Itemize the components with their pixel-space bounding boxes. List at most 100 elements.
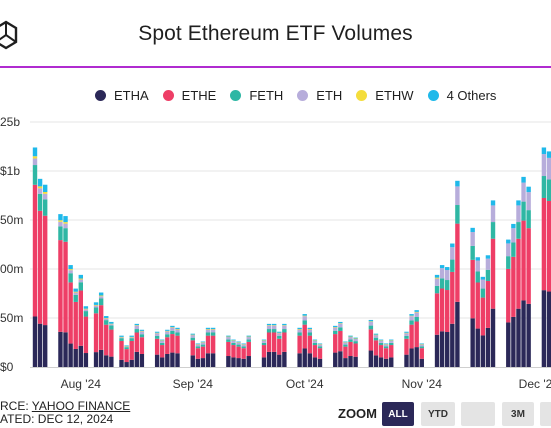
bar-segment-feth[interactable] <box>205 332 211 336</box>
bar-segment-4-others[interactable] <box>480 276 486 280</box>
bar-segment-ethw[interactable] <box>343 342 348 343</box>
bar-segment-etha[interactable] <box>353 356 358 367</box>
bar-segment-feth[interactable] <box>541 176 547 198</box>
bar-segment-etha[interactable] <box>439 331 445 367</box>
bar-segment-feth[interactable] <box>226 339 231 342</box>
bar-segment-etha[interactable] <box>210 353 216 367</box>
bar-segment-4-others[interactable] <box>541 147 547 155</box>
bar-segment-ethe[interactable] <box>83 316 89 354</box>
bar-segment-4-others[interactable] <box>521 176 526 183</box>
bar-segment-feth[interactable] <box>154 335 160 339</box>
bar-segment-ethe[interactable] <box>63 241 68 333</box>
bar-segment-4-others[interactable] <box>32 147 38 157</box>
bar-segment-etha[interactable] <box>139 353 145 367</box>
bar-segment-feth[interactable] <box>546 179 551 201</box>
bar-segment-ethe[interactable] <box>333 334 338 353</box>
bar-segment-ethw[interactable] <box>302 315 307 317</box>
bar-segment-ethw[interactable] <box>378 340 384 341</box>
bar-segment-feth[interactable] <box>353 341 358 344</box>
bar-segment-4-others[interactable] <box>343 341 348 343</box>
bar-segment-ethe[interactable] <box>546 200 551 292</box>
bar-segment-ethw[interactable] <box>434 277 440 279</box>
bar-segment-eth[interactable] <box>526 192 531 211</box>
bar-segment-etha[interactable] <box>506 322 511 367</box>
bar-segment-etha[interactable] <box>317 358 323 367</box>
bar-segment-4-others[interactable] <box>73 288 78 292</box>
bar-segment-etha[interactable] <box>73 348 78 367</box>
bar-segment-ethe[interactable] <box>104 324 109 356</box>
bar-segment-etha[interactable] <box>333 352 338 367</box>
bar-segment-etha[interactable] <box>98 349 104 367</box>
bar-segment-4-others[interactable] <box>439 265 445 269</box>
bar-segment-eth[interactable] <box>506 243 511 257</box>
bar-segment-etha[interactable] <box>526 303 531 367</box>
bar-segment-ethw[interactable] <box>42 192 48 194</box>
bar-segment-4-others[interactable] <box>205 327 211 329</box>
bar-segment-eth[interactable] <box>124 346 129 348</box>
bar-segment-4-others[interactable] <box>333 325 338 328</box>
bar-segment-feth[interactable] <box>368 325 374 330</box>
bar-segment-ethe[interactable] <box>383 348 389 359</box>
bar-segment-4-others[interactable] <box>368 319 374 322</box>
bar-segment-ethw[interactable] <box>104 318 109 319</box>
bar-segment-eth[interactable] <box>282 325 287 330</box>
bar-segment-feth[interactable] <box>409 320 414 325</box>
bar-segment-ethe[interactable] <box>470 259 475 319</box>
bar-segment-ethw[interactable] <box>353 338 358 339</box>
bar-segment-etha[interactable] <box>383 358 389 367</box>
bar-segment-ethe[interactable] <box>205 335 211 354</box>
bar-segment-eth[interactable] <box>516 205 521 223</box>
bar-segment-etha[interactable] <box>414 347 419 367</box>
bar-segment-eth[interactable] <box>170 327 175 331</box>
bar-segment-ethe[interactable] <box>195 348 201 359</box>
bar-segment-feth[interactable] <box>58 226 63 241</box>
bar-segment-ethe[interactable] <box>165 337 170 354</box>
bar-segment-ethe[interactable] <box>246 341 251 357</box>
bar-segment-ethe[interactable] <box>261 345 267 358</box>
bar-segment-eth[interactable] <box>348 336 353 340</box>
bar-segment-eth[interactable] <box>307 329 313 333</box>
bar-segment-4-others[interactable] <box>129 335 134 337</box>
bar-segment-4-others[interactable] <box>134 323 139 326</box>
bar-segment-ethw[interactable] <box>73 291 78 293</box>
bar-segment-4-others[interactable] <box>139 329 145 331</box>
bar-segment-ethe[interactable] <box>302 324 307 349</box>
bar-segment-ethw[interactable] <box>338 323 343 324</box>
bar-segment-4-others[interactable] <box>511 223 516 229</box>
bar-segment-4-others[interactable] <box>78 274 83 279</box>
bar-segment-4-others[interactable] <box>312 339 318 341</box>
bar-segment-etha[interactable] <box>83 353 89 367</box>
bar-segment-ethe[interactable] <box>190 340 195 356</box>
bar-segment-ethe[interactable] <box>124 349 129 363</box>
bar-segment-feth[interactable] <box>98 298 104 306</box>
bar-segment-eth[interactable] <box>419 344 424 347</box>
bar-segment-etha[interactable] <box>389 357 394 367</box>
bar-segment-etha[interactable] <box>175 353 180 367</box>
bar-segment-etha[interactable] <box>302 348 307 367</box>
bar-segment-eth[interactable] <box>210 329 216 333</box>
bar-segment-eth[interactable] <box>200 342 206 345</box>
bar-segment-ethw[interactable] <box>317 344 323 345</box>
bar-segment-eth[interactable] <box>226 336 231 340</box>
bar-segment-ethe[interactable] <box>277 338 282 355</box>
bar-segment-ethe[interactable] <box>175 335 180 354</box>
bar-segment-eth[interactable] <box>511 228 516 243</box>
bar-segment-etha[interactable] <box>134 351 139 367</box>
bar-segment-feth[interactable] <box>445 280 450 291</box>
bar-segment-4-others[interactable] <box>353 337 358 339</box>
bar-segment-4-others[interactable] <box>83 306 89 309</box>
bar-segment-4-others[interactable] <box>165 329 170 331</box>
bar-segment-ethe[interactable] <box>373 340 379 356</box>
bar-segment-feth[interactable] <box>83 311 89 317</box>
bar-segment-ethw[interactable] <box>307 328 313 330</box>
bar-segment-4-others[interactable] <box>506 239 511 244</box>
bar-segment-4-others[interactable] <box>404 331 409 333</box>
bar-segment-4-others[interactable] <box>210 327 216 329</box>
bar-segment-ethe[interactable] <box>378 345 384 358</box>
bar-segment-eth[interactable] <box>165 331 170 335</box>
bar-segment-feth[interactable] <box>134 329 139 333</box>
bar-segment-ethe[interactable] <box>58 240 63 332</box>
bar-segment-etha[interactable] <box>480 335 486 367</box>
bar-segment-ethe[interactable] <box>485 280 491 328</box>
bar-segment-ethw[interactable] <box>297 328 302 330</box>
